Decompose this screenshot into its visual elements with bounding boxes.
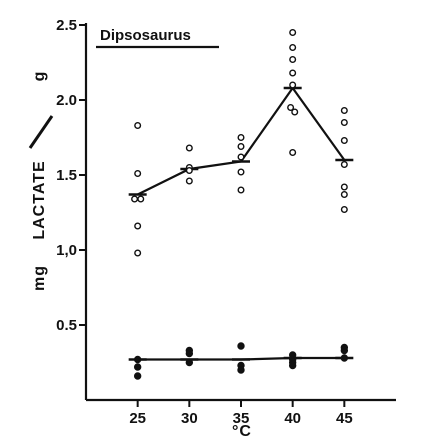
y-tick-label: 2.0 <box>56 92 77 109</box>
x-tick-label: 40 <box>284 410 301 427</box>
open-data-point <box>342 192 348 198</box>
open-data-point <box>290 82 296 88</box>
mean-lines <box>129 88 354 360</box>
chart-title: Dipsosaurus <box>100 27 191 44</box>
open-data-point <box>290 30 296 36</box>
open-data-point <box>342 108 348 114</box>
open-data-point <box>238 154 244 160</box>
open-data-point <box>135 171 141 177</box>
open-data-point <box>187 145 193 151</box>
open-data-point <box>132 196 138 202</box>
filled-data-point <box>238 367 244 373</box>
open-data-point <box>238 187 244 193</box>
open-data-point <box>187 168 193 174</box>
open-data-point <box>290 45 296 51</box>
open-data-point <box>238 169 244 175</box>
open-data-point <box>342 162 348 168</box>
filled-data-point <box>290 363 296 369</box>
y-axis-label-slash <box>30 116 52 148</box>
y-tick-label: 1.5 <box>56 167 77 184</box>
y-axis-label: mg LACTATE g <box>31 71 48 291</box>
open-data-point <box>135 250 141 256</box>
filled-data-point <box>341 348 347 354</box>
ticks: 0.51,01.52.02.525 30 35 40 45 <box>56 17 353 427</box>
y-axis-label-suffix: g <box>31 71 48 82</box>
open-data-point <box>342 184 348 190</box>
x-tick-label: 45 <box>336 410 353 427</box>
open-data-point <box>290 57 296 63</box>
y-tick-label: 2.5 <box>56 17 77 34</box>
filled-data-point <box>186 351 192 357</box>
open-data-point <box>342 138 348 144</box>
x-tick-label: 25 <box>129 410 146 427</box>
y-axis-label-main: LACTATE <box>31 160 48 239</box>
mean-line-series-1 <box>138 88 345 195</box>
filled-data-point <box>135 357 141 363</box>
x-tick-label: 30 <box>181 410 198 427</box>
filled-data-point <box>135 364 141 370</box>
data-points <box>132 30 348 379</box>
filled-data-point <box>186 360 192 366</box>
filled-data-point <box>135 373 141 379</box>
open-data-point <box>135 223 141 229</box>
open-data-point <box>290 150 296 156</box>
y-tick-label: 1,0 <box>56 242 77 259</box>
open-data-point <box>290 70 296 76</box>
open-data-point <box>238 144 244 150</box>
open-data-point <box>187 178 193 184</box>
open-data-point <box>342 207 348 213</box>
x-axis-label: °C <box>232 423 252 438</box>
filled-data-point <box>341 355 347 361</box>
open-data-point <box>138 196 144 202</box>
y-axis-label-prefix: mg <box>31 265 48 291</box>
y-tick-label: 0.5 <box>56 317 77 334</box>
open-data-point <box>135 123 141 129</box>
open-data-point <box>292 109 298 115</box>
filled-data-point <box>238 343 244 349</box>
open-data-point <box>238 135 244 141</box>
open-data-point <box>342 120 348 126</box>
